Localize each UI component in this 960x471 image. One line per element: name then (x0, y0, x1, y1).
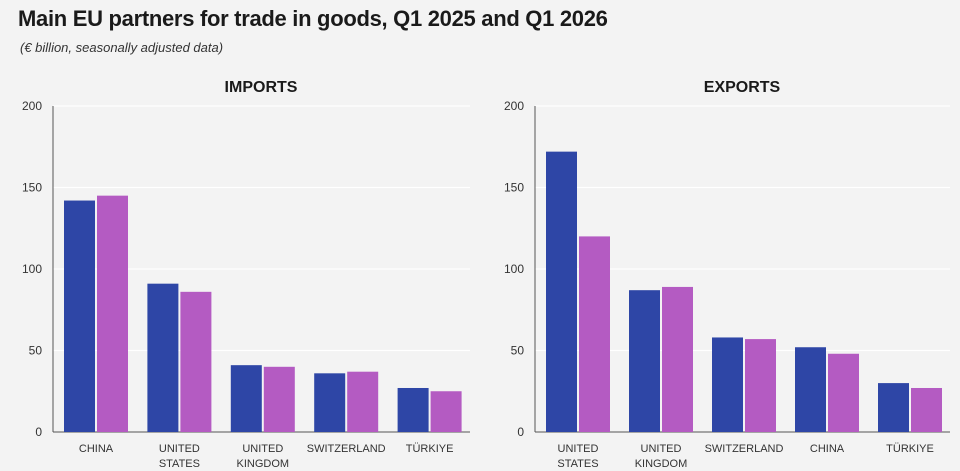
bar-united-kingdom-s1 (263, 366, 295, 432)
x-tick-label: KINGDOM (237, 458, 290, 470)
bar-china-s0 (795, 347, 826, 432)
bar-united-states-s1 (579, 236, 610, 432)
x-tick-label: CHINA (810, 443, 845, 455)
bar-türkiye-s1 (430, 391, 462, 432)
x-tick-label: STATES (557, 458, 598, 470)
chart-subtitle: (€ billion, seasonally adjusted data) (20, 40, 224, 55)
exports-panel: EXPORTS 0 50 100 150 200 UNITED STATES UNITED KIN… (504, 79, 950, 470)
bar-türkiye-s0 (397, 387, 429, 432)
x-tick-label: CHINA (79, 443, 114, 455)
imports-panel: IMPORTS 0 50 100 150 200 CHINA UNITED STATES UNIT… (22, 79, 470, 470)
y-tick-label: 50 (29, 344, 43, 358)
bar-united-kingdom-s1 (662, 286, 693, 432)
x-tick-label: SWITZERLAND (705, 443, 784, 455)
bar-united-states-s0 (546, 151, 577, 432)
bar-china-s0 (64, 200, 95, 432)
bar-switzerland-s0 (712, 337, 743, 432)
y-tick-label: 150 (22, 181, 42, 195)
x-tick-label: SWITZERLAND (307, 443, 386, 455)
x-tick-label: UNITED (558, 443, 599, 455)
bar-switzerland-s1 (347, 371, 379, 432)
bar-türkiye-s1 (911, 387, 942, 432)
x-tick-label: UNITED (641, 443, 682, 455)
y-tick-label: 50 (511, 344, 525, 358)
y-tick-label: 0 (517, 425, 524, 439)
imports-title: IMPORTS (225, 79, 298, 96)
bar-china-s1 (828, 353, 859, 432)
exports-title: EXPORTS (704, 79, 781, 96)
x-tick-label: KINGDOM (635, 458, 688, 470)
y-tick-label: 100 (504, 262, 524, 276)
bar-united-states-s0 (147, 283, 179, 432)
bar-united-states-s1 (180, 291, 212, 432)
x-tick-label: TÜRKIYE (406, 443, 454, 455)
bar-türkiye-s0 (878, 383, 909, 432)
bar-china-s1 (97, 195, 128, 432)
bar-switzerland-s0 (314, 373, 346, 432)
chart-title: Main EU partners for trade in goods, Q1 … (18, 6, 608, 31)
y-tick-label: 200 (504, 99, 524, 113)
y-tick-label: 150 (504, 181, 524, 195)
y-tick-label: 200 (22, 99, 42, 113)
y-tick-label: 0 (35, 425, 42, 439)
x-tick-label: UNITED (242, 443, 283, 455)
x-tick-label: STATES (159, 458, 200, 470)
x-tick-label: TÜRKIYE (886, 443, 934, 455)
x-tick-label: UNITED (159, 443, 200, 455)
bar-united-kingdom-s0 (230, 365, 262, 432)
bar-united-kingdom-s0 (629, 290, 660, 432)
y-tick-label: 100 (22, 262, 42, 276)
bar-switzerland-s1 (745, 339, 776, 432)
